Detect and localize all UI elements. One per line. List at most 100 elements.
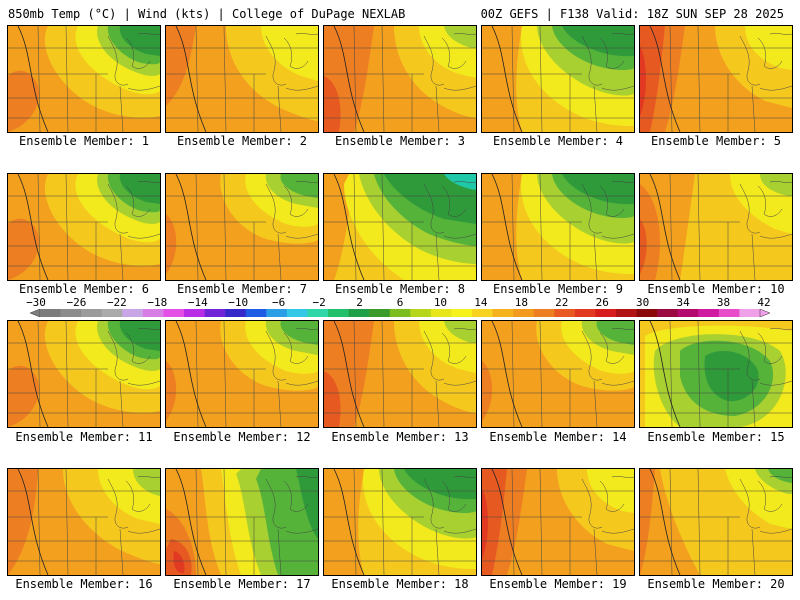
run-valid-time: 00Z GEFS | F138 Valid: 18Z SUN SEP 28 20… [480, 7, 784, 21]
state-boundary-line [593, 233, 598, 280]
ensemble-member-label: Ensemble Member: 20 [647, 577, 785, 591]
state-boundary-line [125, 37, 151, 69]
state-boundary-line [65, 469, 69, 575]
colorbar-segment [101, 309, 123, 317]
temperature-contour-fill [119, 321, 160, 351]
state-boundary-line [283, 37, 309, 69]
state-boundary-line [739, 35, 761, 86]
temperature-contour-fill [640, 219, 647, 274]
colorbar-tick-label: −30 [26, 296, 46, 309]
temperature-contour-fill [324, 469, 364, 575]
state-boundary-line [759, 233, 792, 239]
state-boundary-line [107, 183, 129, 234]
state-boundary-line [759, 528, 792, 534]
temperature-contour-fill [119, 174, 160, 204]
isotherm-line [491, 174, 523, 280]
ensemble-member-label: Ensemble Member: 5 [650, 134, 782, 148]
state-boundary-line [443, 85, 476, 91]
ensemble-map-panel [165, 25, 319, 133]
state-boundary-line [757, 185, 783, 217]
temperature-contour-fill [133, 469, 160, 496]
state-boundary-line [757, 37, 783, 69]
state-boundary-line [611, 181, 634, 183]
isotherm-line [491, 321, 523, 427]
state-boundary-line [223, 174, 227, 280]
colorbar-segment [245, 309, 267, 317]
colorbar-tick-label: 22 [555, 296, 569, 309]
colorbar-segment [616, 309, 637, 317]
colorbar-segment [533, 309, 555, 317]
ensemble-member-label: Ensemble Member: 10 [647, 282, 785, 296]
isotherm-line [17, 321, 49, 427]
state-boundary-line [739, 478, 761, 529]
colorbar-tick-label: −10 [228, 296, 249, 309]
colorbar-tick-label: 30 [636, 296, 650, 309]
state-boundary-line [539, 321, 543, 427]
state-boundary-line [697, 469, 701, 575]
state-boundary-line [769, 328, 792, 330]
temperature-contour-fill [444, 26, 476, 48]
temperature-contour-fill [166, 26, 196, 106]
temperature-map [324, 469, 476, 575]
isotherm-line [491, 26, 523, 132]
ensemble-map-panel [481, 25, 635, 133]
temperature-contour-fill [444, 174, 476, 190]
state-boundary-line [453, 181, 476, 183]
colorbar-segment [81, 309, 103, 317]
temperature-map [640, 26, 792, 132]
state-boundary-line [739, 183, 761, 234]
state-boundary-line [37, 174, 41, 280]
colorbar-segment [595, 309, 617, 317]
temperature-map [482, 469, 634, 575]
state-boundary-line [107, 35, 129, 86]
state-boundary-line [295, 328, 318, 330]
state-boundary-line [295, 181, 318, 183]
isotherm-line [333, 321, 365, 427]
state-boundary-line [137, 476, 160, 478]
state-boundary-line [599, 332, 625, 364]
state-boundary-line [435, 528, 440, 575]
temperature-map [482, 174, 634, 280]
ensemble-member-label: Ensemble Member: 9 [492, 282, 624, 296]
state-boundary-line [283, 185, 309, 217]
state-boundary-line [195, 26, 199, 132]
ensemble-member-label: Ensemble Member: 19 [489, 577, 627, 591]
isotherm-line [17, 26, 49, 132]
isotherm-line [175, 321, 207, 427]
state-boundary-line [601, 380, 634, 386]
colorbar-segment [451, 309, 473, 317]
state-boundary-line [285, 528, 318, 534]
temperature-contour-fill [640, 46, 646, 116]
state-boundary-line [669, 26, 673, 132]
state-boundary-line [277, 233, 282, 280]
colorbar-right-arrow [759, 309, 770, 317]
state-boundary-line [127, 528, 160, 534]
state-boundary-line [381, 321, 385, 427]
temperature-contour-fill [166, 214, 177, 274]
isotherm-line [175, 469, 207, 575]
state-boundary-line [511, 174, 515, 280]
temperature-contour-fill [768, 469, 792, 483]
state-boundary-line [127, 380, 160, 386]
state-boundary-line [37, 469, 41, 575]
colorbar-tick-label: 2 [356, 296, 363, 309]
state-boundary-line [443, 233, 476, 239]
temperature-map [166, 321, 318, 427]
state-boundary-line [223, 321, 227, 427]
isotherm-line [333, 469, 365, 575]
state-boundary-line [539, 26, 543, 132]
state-boundary-line [599, 480, 625, 512]
state-boundary-line [265, 478, 287, 529]
colorbar-segment [142, 309, 164, 317]
colorbar-segment [677, 309, 699, 317]
ensemble-member-label: Ensemble Member: 16 [15, 577, 153, 591]
state-boundary-line [119, 233, 124, 280]
colorbar-segment [472, 309, 493, 317]
state-boundary-line [441, 37, 467, 69]
temperature-map [8, 469, 160, 575]
state-boundary-line [277, 380, 282, 427]
ensemble-map-panel [639, 25, 793, 133]
colorbar-segment [718, 309, 740, 317]
colorbar-tick-label: −26 [66, 296, 87, 309]
colorbar-segment [163, 309, 185, 317]
